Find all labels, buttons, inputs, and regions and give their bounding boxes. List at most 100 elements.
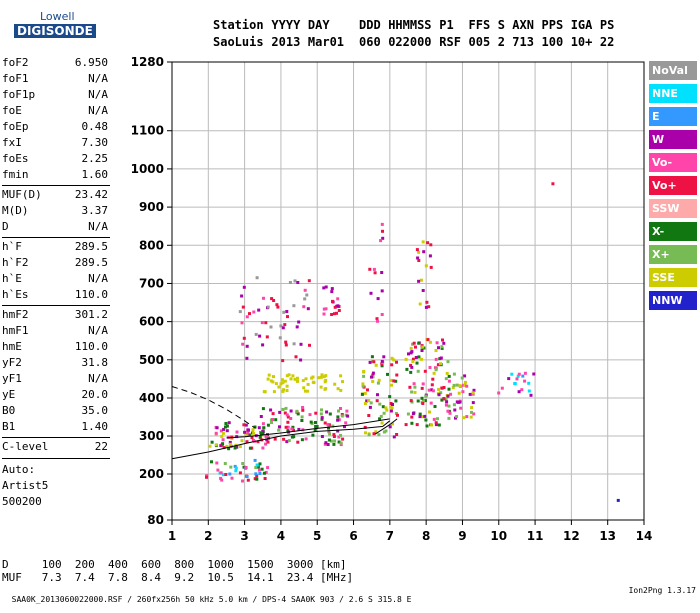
echo-point bbox=[410, 365, 414, 369]
echo-point bbox=[371, 380, 375, 383]
echo-point bbox=[254, 466, 258, 469]
echo-point bbox=[266, 377, 270, 381]
auto-program: Artist5 bbox=[2, 479, 49, 492]
echo-point bbox=[234, 469, 238, 473]
echo-point bbox=[271, 418, 274, 421]
y-tick-label: 1100 bbox=[131, 124, 164, 138]
echo-point bbox=[360, 392, 364, 396]
echo-point bbox=[527, 389, 531, 393]
legend-item-nnw: NNW bbox=[649, 291, 697, 310]
echo-point bbox=[417, 259, 421, 262]
echo-point bbox=[405, 367, 409, 371]
echo-point bbox=[392, 379, 396, 383]
echo-point bbox=[332, 433, 336, 437]
lowell-digisonde-logo: Lowell DIGISONDE bbox=[8, 6, 108, 44]
echo-point bbox=[258, 462, 262, 466]
header-label-6: FFS bbox=[468, 18, 491, 32]
echo-point bbox=[372, 360, 376, 364]
param-value: 22 bbox=[94, 440, 108, 453]
param-row-h-f2: h`F2 289.5 bbox=[2, 256, 108, 272]
echo-point bbox=[420, 396, 424, 400]
param-name: fmin bbox=[2, 168, 29, 181]
echo-point bbox=[406, 412, 410, 416]
echo-point bbox=[451, 386, 455, 390]
echo-point bbox=[311, 380, 315, 384]
echo-point bbox=[323, 442, 327, 446]
param-row-h-f: h`F 289.5 bbox=[2, 240, 108, 256]
echo-point bbox=[264, 321, 268, 325]
echo-point bbox=[452, 403, 456, 407]
curve-f-trace-fit-upper bbox=[226, 418, 390, 439]
echo-point bbox=[380, 289, 384, 293]
x-tick-label: 12 bbox=[563, 529, 580, 543]
echo-point bbox=[381, 229, 384, 233]
legend-item-e: E bbox=[649, 107, 697, 126]
echo-point bbox=[421, 289, 425, 292]
echo-point bbox=[328, 432, 332, 436]
param-name: yE bbox=[2, 388, 16, 401]
echo-point bbox=[220, 478, 224, 482]
echo-point bbox=[392, 358, 396, 362]
param-value: 0.48 bbox=[81, 120, 109, 133]
footer-version: Ion2Png 1.3.17 bbox=[628, 586, 696, 595]
echo-point bbox=[447, 379, 451, 383]
echo-point bbox=[410, 415, 414, 419]
echo-point bbox=[447, 374, 451, 378]
trace-region-5 bbox=[322, 285, 341, 316]
echo-point bbox=[471, 391, 475, 395]
echo-point bbox=[264, 435, 268, 438]
echo-point bbox=[440, 346, 444, 350]
echo-point bbox=[339, 433, 342, 437]
echo-point bbox=[308, 343, 311, 347]
echo-point bbox=[302, 305, 306, 309]
echo-point bbox=[394, 412, 398, 415]
legend-item-x-: X+ bbox=[649, 245, 697, 264]
echo-point bbox=[247, 433, 251, 437]
x-tick-label: 8 bbox=[422, 529, 430, 543]
curve-o-trace-model bbox=[375, 418, 398, 435]
y-tick-label: 1000 bbox=[131, 162, 164, 176]
echo-point bbox=[317, 376, 321, 380]
echo-point bbox=[261, 446, 265, 450]
fitted-curves bbox=[171, 386, 398, 460]
echo-point bbox=[380, 421, 384, 425]
muf-distance: 600 bbox=[134, 558, 161, 571]
echo-point bbox=[447, 387, 451, 391]
echo-point bbox=[436, 417, 439, 421]
echo-point bbox=[341, 437, 345, 441]
param-name: C-level bbox=[2, 440, 49, 453]
muf-value: 7.4 bbox=[68, 571, 95, 584]
echo-point bbox=[292, 304, 296, 308]
echo-point bbox=[224, 422, 228, 425]
echo-point bbox=[452, 383, 456, 387]
legend-item-vo-: Vo- bbox=[649, 153, 697, 172]
y-tick-label: 600 bbox=[139, 315, 164, 329]
param-row-foes: foEs 2.25 bbox=[2, 152, 108, 168]
echo-point bbox=[429, 265, 433, 269]
echo-point bbox=[303, 288, 307, 292]
echo-point bbox=[447, 404, 451, 408]
echo-point bbox=[293, 279, 297, 283]
echo-point bbox=[390, 406, 394, 410]
echo-point bbox=[520, 388, 524, 392]
echo-point bbox=[328, 412, 332, 416]
echo-point bbox=[367, 399, 371, 402]
echo-point bbox=[272, 299, 276, 302]
echo-point bbox=[257, 426, 261, 430]
echo-point bbox=[390, 356, 394, 360]
echo-point bbox=[332, 442, 336, 446]
echo-point bbox=[275, 303, 279, 307]
echo-point bbox=[314, 421, 317, 424]
echo-point bbox=[269, 325, 273, 329]
param-value: 31.8 bbox=[81, 356, 109, 369]
echo-point bbox=[364, 431, 367, 435]
logo-line1: Lowell bbox=[40, 10, 75, 23]
echo-point bbox=[262, 426, 266, 430]
echo-point bbox=[225, 429, 229, 433]
echo-point bbox=[417, 279, 421, 283]
echo-point bbox=[242, 285, 246, 289]
header-label-7: S bbox=[497, 18, 505, 32]
echo-point bbox=[384, 429, 388, 433]
axes: 1 2 3 4 5 6 7 8 9 10 11 12 13 14802003004005006007008… bbox=[131, 55, 653, 543]
param-row-c-level: C-level 22 bbox=[2, 440, 108, 456]
